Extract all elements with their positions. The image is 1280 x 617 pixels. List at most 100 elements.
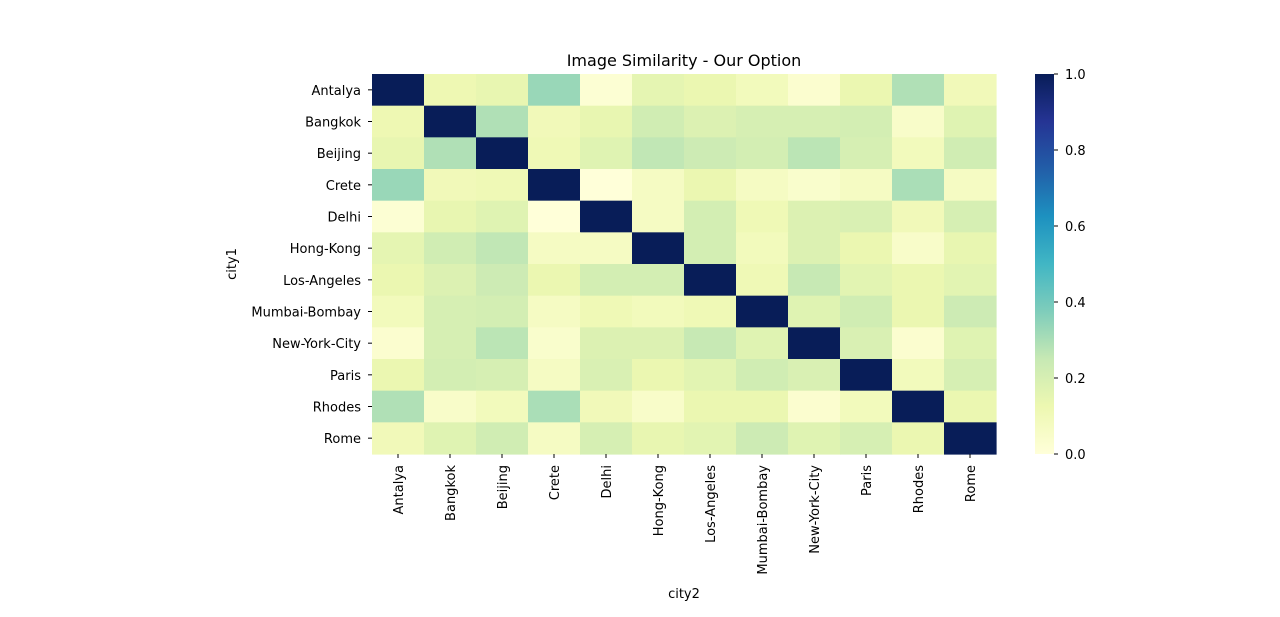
heatmap-cell	[424, 169, 477, 202]
heatmap-cell	[580, 74, 633, 107]
y-tick-label: Beijing	[317, 147, 361, 162]
heatmap-cell	[424, 327, 477, 360]
heatmap-cell	[892, 264, 945, 297]
heatmap-cell	[736, 264, 789, 297]
x-tick-label: Beijing	[496, 465, 511, 509]
y-tick-label: Los-Angeles	[283, 274, 361, 289]
heatmap-cell	[684, 137, 737, 170]
heatmap-cell	[476, 74, 529, 107]
heatmap-cell	[840, 327, 893, 360]
y-tick-label: Hong-Kong	[290, 242, 361, 257]
heatmap-cell	[528, 74, 581, 107]
heatmap-cell	[632, 359, 685, 392]
heatmap-cell	[788, 105, 841, 138]
heatmap-cell	[684, 105, 737, 138]
heatmap-cell	[632, 74, 685, 107]
heatmap-cell	[892, 232, 945, 265]
heatmap-cell	[372, 359, 425, 392]
heatmap-cell	[580, 169, 633, 202]
heatmap-cell	[840, 105, 893, 138]
x-tick-label: Delhi	[600, 465, 615, 498]
heatmap-cell	[892, 422, 945, 455]
colorbar-tick-label: 1.0	[1065, 68, 1086, 83]
heatmap-cell	[684, 74, 737, 107]
heatmap-cell	[736, 169, 789, 202]
heatmap-cell	[476, 200, 529, 233]
x-tick-label: Antalya	[392, 465, 407, 514]
heatmap-cell	[840, 74, 893, 107]
x-tick-label: Paris	[860, 465, 875, 496]
heatmap-cell	[632, 264, 685, 297]
x-tick-label: Rhodes	[912, 465, 927, 513]
heatmap-cell	[424, 105, 477, 138]
heatmap-cell	[684, 390, 737, 423]
heatmap-cell	[684, 200, 737, 233]
heatmap-cell	[684, 295, 737, 328]
heatmap-cell	[788, 359, 841, 392]
x-tick-label: Mumbai-Bombay	[756, 465, 771, 575]
x-tick-label: New-York-City	[808, 465, 823, 554]
heatmap-cell	[684, 422, 737, 455]
heatmap-cell	[528, 232, 581, 265]
y-axis-ticks: Antalya Bangkok Beijing Crete Delhi Hong-Kong…	[251, 84, 372, 447]
heatmap-cell	[632, 422, 685, 455]
heatmap-cell	[632, 295, 685, 328]
heatmap-cell	[944, 200, 997, 233]
x-axis-label: city2	[668, 587, 700, 602]
heatmap-cell	[788, 390, 841, 423]
x-tick-label: Rome	[964, 465, 979, 502]
heatmap-cell	[892, 390, 945, 423]
heatmap-cell	[424, 232, 477, 265]
heatmap-cell	[580, 105, 633, 138]
heatmap-cell	[944, 137, 997, 170]
heatmap-cell	[424, 295, 477, 328]
heatmap-cell	[372, 137, 425, 170]
heatmap-cell	[788, 200, 841, 233]
heatmap-cell	[684, 359, 737, 392]
heatmap-cell	[892, 295, 945, 328]
heatmap-cell	[944, 169, 997, 202]
heatmap-cell	[788, 169, 841, 202]
heatmap-cell	[528, 105, 581, 138]
heatmap-cell	[684, 264, 737, 297]
heatmap-cell	[580, 200, 633, 233]
heatmap-cell	[372, 295, 425, 328]
heatmap-cell	[684, 232, 737, 265]
heatmap-cell	[424, 422, 477, 455]
heatmap-cell	[372, 74, 425, 107]
heatmap-cell	[632, 390, 685, 423]
x-tick-label: Los-Angeles	[704, 465, 719, 543]
heatmap-cell	[476, 295, 529, 328]
heatmap-cell	[528, 264, 581, 297]
heatmap-cell	[372, 200, 425, 233]
heatmap-cell	[736, 390, 789, 423]
heatmap-cell	[736, 295, 789, 328]
heatmap-cell	[372, 264, 425, 297]
heatmap-cell	[528, 295, 581, 328]
heatmap-cell	[632, 327, 685, 360]
heatmap-cell	[944, 295, 997, 328]
heatmap-cell	[840, 390, 893, 423]
heatmap-cell	[788, 327, 841, 360]
heatmap-cell	[736, 74, 789, 107]
heatmap-cell	[684, 169, 737, 202]
heatmap-cell	[632, 169, 685, 202]
heatmap-cell	[528, 422, 581, 455]
x-tick-label: Hong-Kong	[652, 465, 667, 536]
heatmap-cell	[528, 390, 581, 423]
heatmap-cell	[840, 295, 893, 328]
heatmap-cell	[892, 327, 945, 360]
x-tick-label: Bangkok	[444, 465, 459, 521]
colorbar-tick-label: 0.8	[1065, 144, 1086, 159]
heatmap-cell	[424, 200, 477, 233]
heatmap-cell	[840, 264, 893, 297]
colorbar-gradient	[1035, 74, 1054, 454]
heatmap-cell	[528, 327, 581, 360]
heatmap-cell	[840, 232, 893, 265]
heatmap-cell	[580, 359, 633, 392]
heatmap-cell	[528, 359, 581, 392]
heatmap-cell	[476, 232, 529, 265]
heatmap-cell	[372, 422, 425, 455]
heatmap-cell	[736, 359, 789, 392]
heatmap-cell	[736, 200, 789, 233]
